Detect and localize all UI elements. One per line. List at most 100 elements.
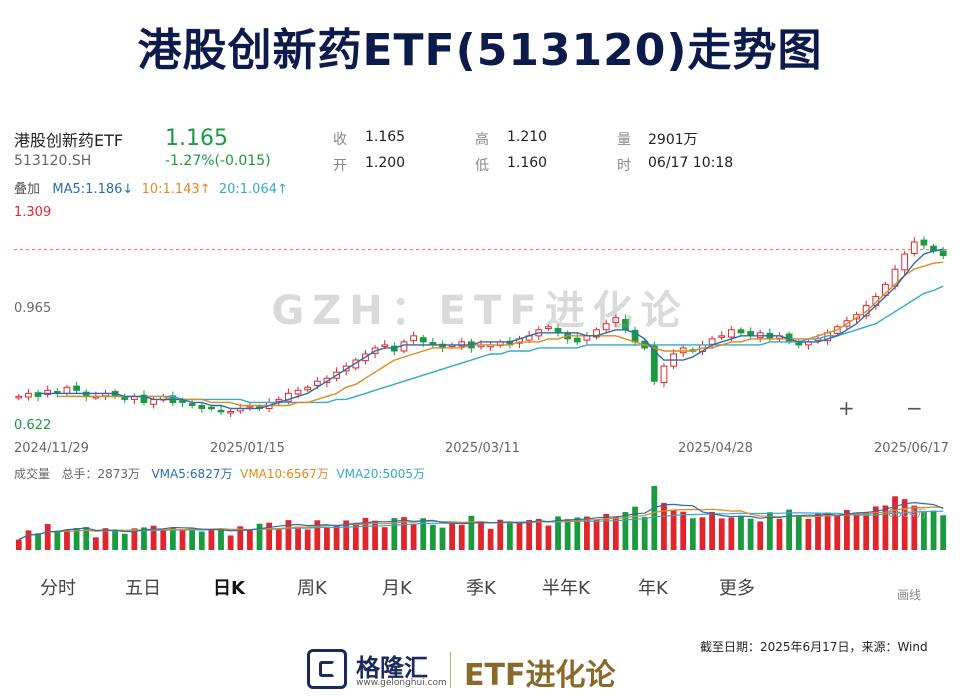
volume-bar: [410, 523, 417, 550]
volume-bar: [160, 528, 167, 550]
volume-bar: [516, 521, 523, 550]
ma5-value: MA5:1.186↓: [52, 182, 134, 197]
candle-body: [612, 317, 620, 324]
watermark: GZH：ETF进化论: [271, 288, 689, 334]
volume-bar: [593, 519, 600, 550]
volume-chart[interactable]: [0, 482, 960, 554]
tab-quarterly-k[interactable]: 季K: [466, 578, 496, 599]
volume-bar: [449, 522, 456, 550]
volume-bar: [574, 517, 581, 550]
vma20-value: VMA20:5005万: [336, 467, 425, 481]
volume-bar: [718, 518, 725, 550]
volume-bar: [584, 516, 590, 550]
volume-bar: [555, 516, 561, 550]
candle-body: [400, 341, 408, 352]
high-label: 高: [475, 132, 489, 148]
vma10-value: VMA10:6567万: [240, 467, 329, 481]
volume-bar: [237, 526, 244, 550]
tab-more[interactable]: 更多: [719, 578, 755, 599]
volume-bar: [218, 528, 224, 550]
zoom-out-button[interactable]: −: [906, 396, 923, 420]
candle-body: [708, 338, 716, 345]
candle-body: [304, 386, 312, 391]
ma20-value: 20:1.064↑: [218, 182, 288, 197]
volume-bar: [738, 515, 744, 550]
volume-bar: [208, 529, 215, 550]
candle-body: [208, 406, 215, 410]
zoom-in-button[interactable]: +: [838, 396, 855, 420]
volume-bar: [805, 518, 812, 550]
volume-bar: [641, 516, 648, 550]
candle-body: [140, 394, 148, 403]
volume-bar: [429, 524, 436, 550]
draw-line-button[interactable]: 画线: [897, 588, 922, 602]
x-tick-4: 2025/04/28: [678, 441, 753, 456]
security-name: 港股创新药ETF: [14, 131, 124, 150]
time-label: 时: [617, 158, 631, 174]
volume-bar: [535, 518, 542, 550]
candle-body: [150, 398, 158, 405]
tab-intraday[interactable]: 分时: [40, 578, 76, 599]
tab-yearly-k[interactable]: 年K: [638, 578, 668, 599]
volume-bar: [141, 527, 147, 550]
volume-bar: [612, 516, 619, 550]
volume-bar: [651, 486, 658, 550]
volume-bar: [15, 539, 22, 550]
volume-bar: [699, 517, 706, 550]
volume-title: 成交量: [14, 467, 51, 481]
volume-bar: [497, 519, 504, 550]
volume-bar: [121, 533, 128, 550]
volume-bar: [64, 529, 70, 550]
volume-bar: [564, 519, 571, 550]
candle-body: [44, 389, 52, 396]
ma-legend: 叠加 MA5:1.186↓ 10:1.143↑ 20:1.064↑: [14, 178, 288, 197]
volume-bar: [526, 519, 533, 550]
volume-bar: [304, 529, 311, 550]
candle-body: [910, 241, 918, 254]
volume-bar: [256, 523, 263, 550]
overlay-label[interactable]: 叠加: [14, 182, 41, 197]
x-tick-5: 2025/06/17: [874, 441, 949, 456]
volume-bar: [458, 524, 465, 550]
open-value: 1.200: [365, 155, 406, 171]
volume-bar: [227, 535, 234, 550]
security-code: 513120.SH: [14, 153, 92, 169]
period-tabs: 分时 五日 日K 周K 月K 季K 半年K 年K 更多: [0, 574, 960, 604]
volume-bar: [786, 509, 793, 550]
candle-body: [573, 337, 581, 343]
candle-body: [352, 359, 360, 369]
candle-body: [285, 392, 292, 402]
volume-bar: [940, 515, 947, 550]
volume-bar: [25, 530, 32, 550]
tab-weekly-k[interactable]: 周K: [297, 578, 327, 599]
volume-bar: [372, 520, 378, 550]
volume-bar: [622, 512, 629, 550]
vma5-line: [18, 501, 944, 541]
candle-body: [795, 342, 803, 346]
volume-bar: [439, 527, 446, 550]
candlestick-chart[interactable]: [0, 200, 960, 440]
tab-halfyear-k[interactable]: 半年K: [542, 578, 590, 599]
candle-body: [419, 337, 427, 343]
volume-bar: [670, 509, 677, 550]
volume-bar: [632, 506, 638, 550]
volume-bar: [420, 518, 427, 550]
candle-body: [920, 239, 928, 246]
volume-bar: [92, 537, 99, 550]
candle-body: [891, 268, 899, 287]
volume-bar: [901, 499, 908, 550]
candle-body: [63, 386, 71, 394]
y-min-label: 0.622: [14, 418, 52, 433]
volume-bar: [131, 528, 138, 550]
candle-body: [545, 326, 552, 330]
tab-monthly-k[interactable]: 月K: [382, 578, 412, 599]
candle-body: [650, 345, 658, 382]
tab-daily-k[interactable]: 日K: [213, 578, 245, 599]
tab-five-day[interactable]: 五日: [125, 578, 161, 599]
volume-bar: [689, 518, 696, 550]
candle-body: [660, 365, 668, 383]
brand-secondary: ETF进化论: [464, 658, 616, 693]
volume-bar: [680, 511, 687, 550]
candle-body: [323, 377, 331, 383]
close-value: 1.165: [365, 129, 406, 145]
